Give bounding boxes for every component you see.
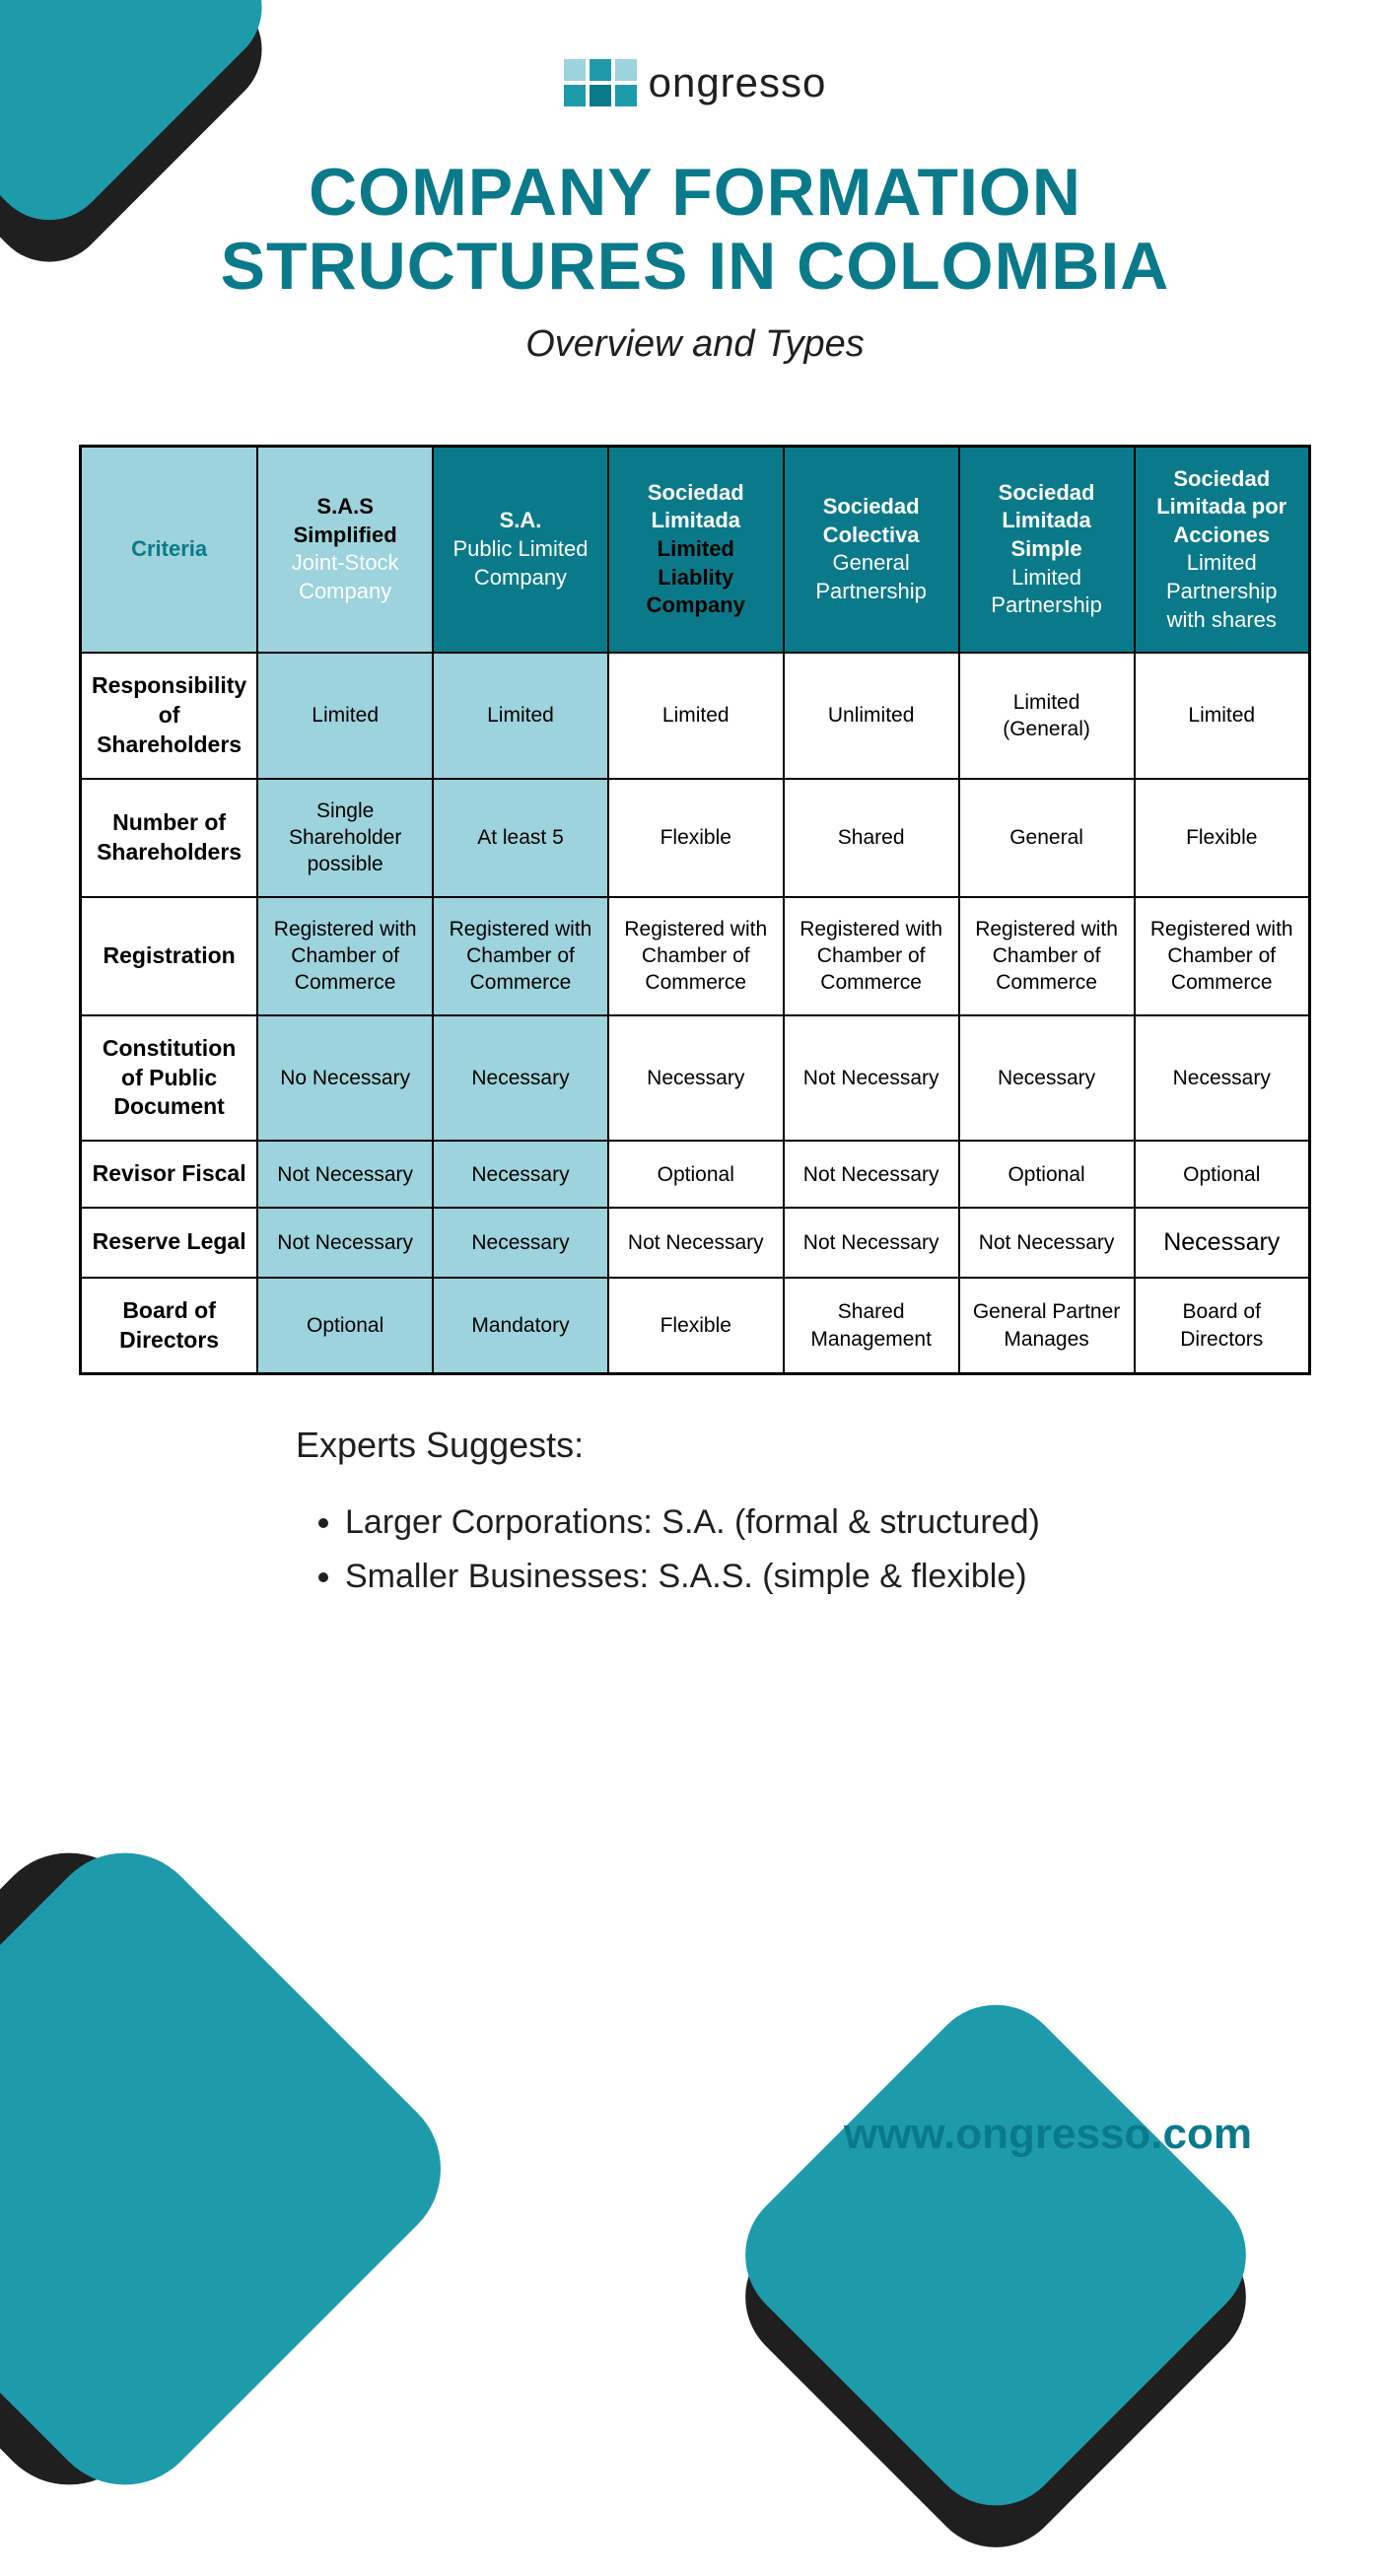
table-row: RegistrationRegistered with Chamber of C… (81, 897, 1310, 1015)
data-cell: Mandatory (433, 1278, 608, 1374)
table-row: Board of DirectorsOptionalMandatoryFlexi… (81, 1278, 1310, 1374)
table-row: Responsibility of ShareholdersLimitedLim… (81, 653, 1310, 779)
data-cell: Flexible (1135, 779, 1310, 897)
data-cell: Shared (784, 779, 959, 897)
suggests-section: Experts Suggests: Larger Corporations: S… (296, 1425, 1311, 1603)
data-cell: Board of Directors (1135, 1278, 1310, 1374)
data-cell: Limited (General) (959, 653, 1135, 779)
data-cell: Necessary (433, 1141, 608, 1208)
website-url: www.ongresso.com (844, 2110, 1252, 2159)
data-cell: Flexible (608, 1278, 784, 1374)
logo-text: ongresso (649, 59, 827, 106)
logo: ongresso (79, 59, 1311, 106)
comparison-table: CriteriaS.A.SSimplifiedJoint-Stock Compa… (79, 445, 1311, 1376)
data-cell: Not Necessary (257, 1208, 433, 1278)
criteria-cell: Revisor Fiscal (81, 1141, 258, 1208)
data-cell: Limited (257, 653, 433, 779)
criteria-cell: Responsibility of Shareholders (81, 653, 258, 779)
page-subtitle: Overview and Types (79, 323, 1311, 366)
column-header-3: Sociedad ColectivaGeneral Partnership (784, 446, 959, 653)
logo-squares-icon (564, 59, 637, 106)
data-cell: Not Necessary (959, 1208, 1135, 1278)
suggests-item: Smaller Businesses: S.A.S. (simple & fle… (345, 1550, 1311, 1603)
decor-bottom-right (717, 2018, 1275, 2576)
column-header-4: Sociedad Limitada SimpleLimited Partners… (959, 446, 1135, 653)
data-cell: Limited (433, 653, 608, 779)
data-cell: General Partner Manages (959, 1278, 1135, 1374)
decor-bottom-left (0, 1820, 418, 2517)
data-cell: Not Necessary (784, 1015, 959, 1142)
criteria-header: Criteria (81, 446, 258, 653)
suggests-item: Larger Corporations: S.A. (formal & stru… (345, 1496, 1311, 1549)
table-row: Constitution of Public DocumentNo Necess… (81, 1015, 1310, 1142)
criteria-cell: Constitution of Public Document (81, 1015, 258, 1142)
data-cell: Registered with Chamber of Commerce (257, 897, 433, 1015)
column-header-5: Sociedad Limitada por AccionesLimited Pa… (1135, 446, 1310, 653)
table-row: Reserve LegalNot NecessaryNecessaryNot N… (81, 1208, 1310, 1278)
suggests-list: Larger Corporations: S.A. (formal & stru… (345, 1496, 1311, 1603)
data-cell: Shared Management (784, 1278, 959, 1374)
data-cell: Not Necessary (784, 1141, 959, 1208)
column-header-0: S.A.SSimplifiedJoint-Stock Company (257, 446, 433, 653)
data-cell: Necessary (608, 1015, 784, 1142)
data-cell: Necessary (433, 1015, 608, 1142)
data-cell: General (959, 779, 1135, 897)
table-row: Number of ShareholdersSingle Shareholder… (81, 779, 1310, 897)
column-header-1: S.A.Public Limited Company (433, 446, 608, 653)
data-cell: Limited (1135, 653, 1310, 779)
data-cell: Registered with Chamber of Commerce (608, 897, 784, 1015)
criteria-cell: Reserve Legal (81, 1208, 258, 1278)
data-cell: Not Necessary (608, 1208, 784, 1278)
data-cell: Flexible (608, 779, 784, 897)
criteria-cell: Board of Directors (81, 1278, 258, 1374)
data-cell: Optional (257, 1278, 433, 1374)
data-cell: Necessary (433, 1208, 608, 1278)
criteria-cell: Registration (81, 897, 258, 1015)
data-cell: Not Necessary (784, 1208, 959, 1278)
data-cell: Necessary (959, 1015, 1135, 1142)
data-cell: Optional (608, 1141, 784, 1208)
criteria-cell: Number of Shareholders (81, 779, 258, 897)
suggests-title: Experts Suggests: (296, 1425, 1311, 1466)
data-cell: Single Shareholder possible (257, 779, 433, 897)
data-cell: At least 5 (433, 779, 608, 897)
table-row: Revisor FiscalNot NecessaryNecessaryOpti… (81, 1141, 1310, 1208)
data-cell: Registered with Chamber of Commerce (1135, 897, 1310, 1015)
data-cell: Optional (1135, 1141, 1310, 1208)
data-cell: Necessary (1135, 1208, 1310, 1278)
data-cell: Optional (959, 1141, 1135, 1208)
data-cell: Necessary (1135, 1015, 1310, 1142)
data-cell: No Necessary (257, 1015, 433, 1142)
data-cell: Registered with Chamber of Commerce (784, 897, 959, 1015)
data-cell: Registered with Chamber of Commerce (959, 897, 1135, 1015)
data-cell: Unlimited (784, 653, 959, 779)
page-title: COMPANY FORMATION STRUCTURES IN COLOMBIA (79, 156, 1311, 304)
column-header-2: Sociedad LimitadaLimited Liablity Compan… (608, 446, 784, 653)
data-cell: Not Necessary (257, 1141, 433, 1208)
data-cell: Limited (608, 653, 784, 779)
data-cell: Registered with Chamber of Commerce (433, 897, 608, 1015)
